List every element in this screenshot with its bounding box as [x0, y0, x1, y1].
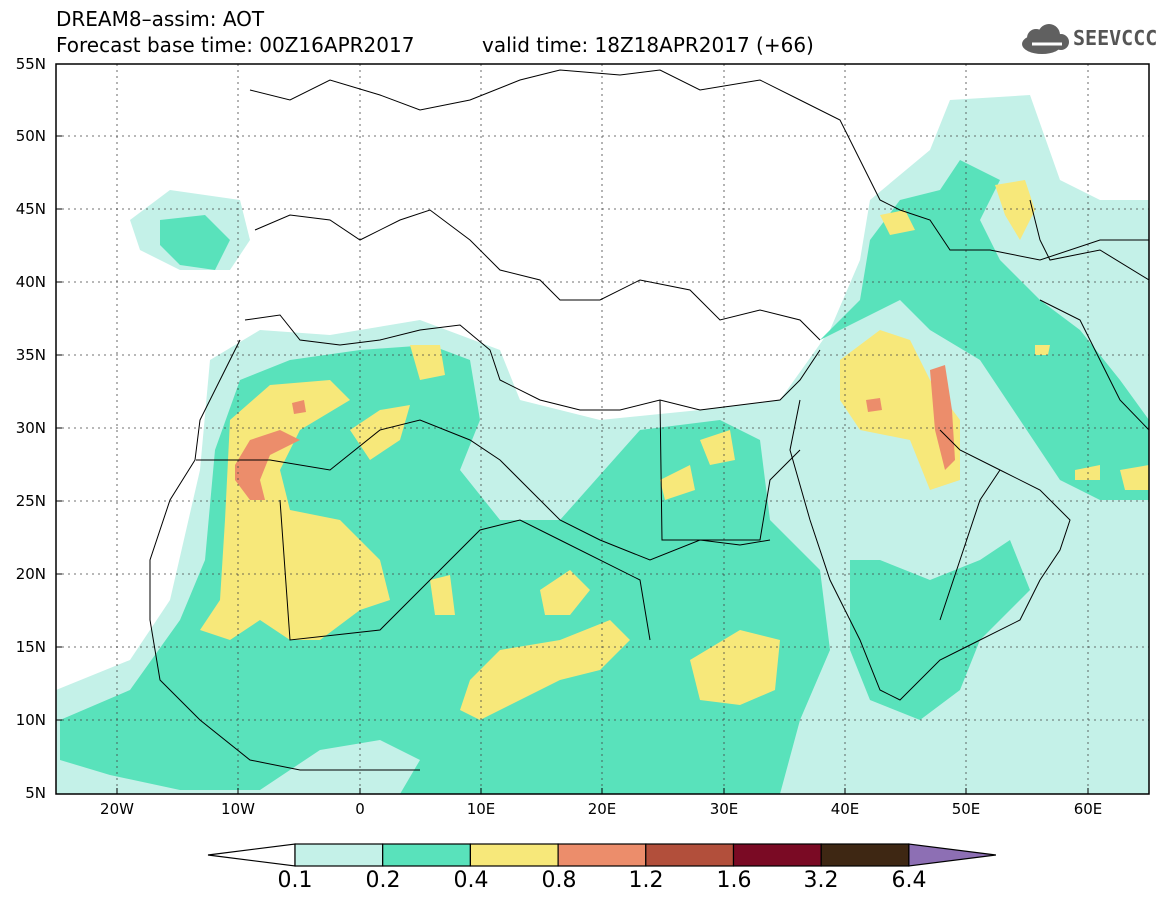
lon-label: 40E [830, 800, 860, 818]
lon-label: 30E [709, 800, 739, 818]
valid-time: valid time: 18Z18APR2017 (+66) [482, 33, 814, 57]
colorbar-label: 0.1 [277, 868, 313, 893]
lat-label: 30N [15, 419, 46, 437]
axis-ticks [56, 63, 1089, 794]
colorbar-segment [294, 843, 384, 867]
lat-label: 5N [25, 784, 46, 802]
color-bar [207, 843, 996, 867]
colorbar-segment [557, 843, 647, 867]
lat-label: 40N [15, 273, 46, 291]
colorbar-arrow-low [207, 843, 296, 867]
lat-label: 50N [15, 127, 46, 145]
colorbar-segment [732, 843, 822, 867]
colorbar-arrow-high [908, 843, 996, 867]
lat-label: 35N [15, 346, 46, 364]
aot-map [55, 63, 1150, 795]
lat-label: 55N [15, 55, 46, 73]
colorbar-segment [469, 843, 559, 867]
colorbar-label: 1.2 [628, 868, 664, 893]
lon-label: 0 [355, 800, 365, 818]
lat-label: 10N [15, 711, 46, 729]
colorbar-label: 0.8 [541, 868, 577, 893]
colorbar-label: 1.6 [716, 868, 752, 893]
map-title: DREAM8–assim: AOT [56, 7, 265, 31]
colorbar-label: 3.2 [803, 868, 839, 893]
lon-label: 50E [951, 800, 981, 818]
logo-text: SEEVCCC [1073, 26, 1158, 50]
coastlines [149, 69, 1149, 771]
lat-label: 15N [15, 638, 46, 656]
forecast-base-time: Forecast base time: 00Z16APR2017 [56, 33, 415, 57]
colorbar-segment [645, 843, 735, 867]
lon-label: 20W [100, 800, 134, 818]
aot-level-0.8 [235, 365, 955, 500]
colorbar-segment [820, 843, 910, 867]
colorbar-segment [382, 843, 472, 867]
colorbar-label: 0.2 [365, 868, 401, 893]
lat-label: 25N [15, 492, 46, 510]
lon-label: 60E [1073, 800, 1103, 818]
lon-label: 10W [221, 800, 255, 818]
colorbar-label: 0.4 [453, 868, 489, 893]
graticule [56, 64, 1149, 794]
lon-label: 20E [587, 800, 617, 818]
colorbar-label: 6.4 [891, 868, 927, 893]
lat-label: 45N [15, 200, 46, 218]
lat-label: 20N [15, 565, 46, 583]
cloud-icon [1022, 24, 1069, 54]
lon-label: 10E [466, 800, 496, 818]
